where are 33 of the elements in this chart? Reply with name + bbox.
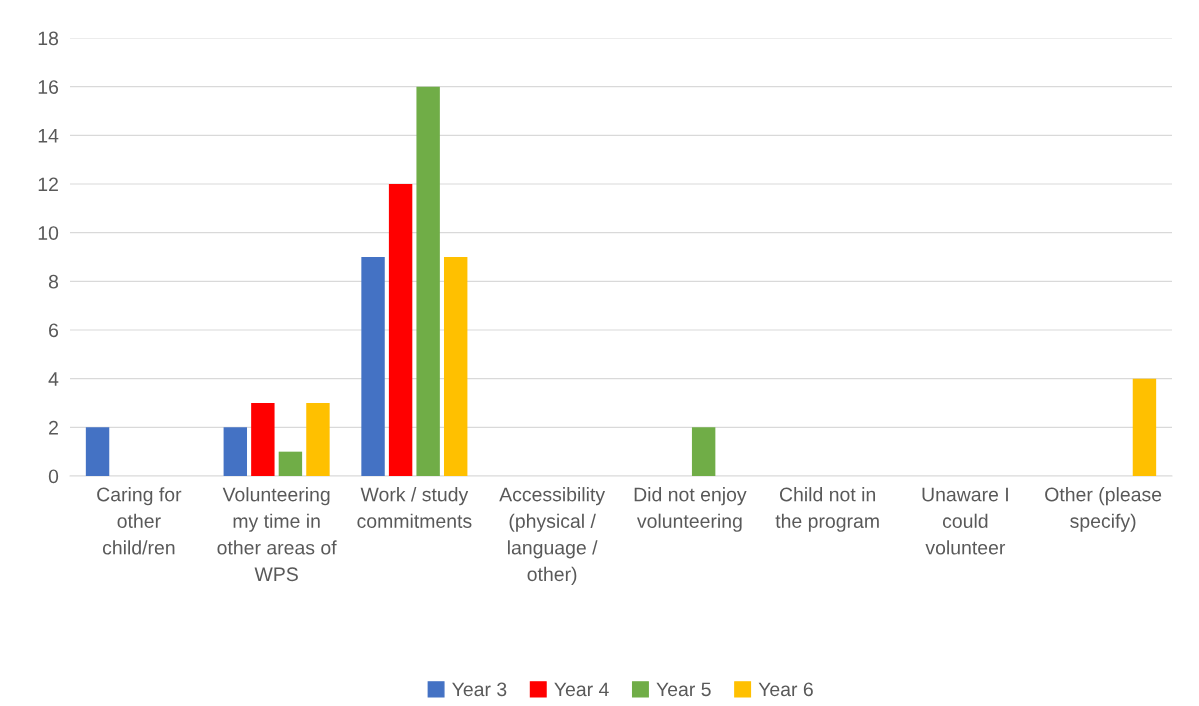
bar bbox=[361, 257, 385, 476]
y-tick-label: 4 bbox=[48, 372, 59, 386]
bar bbox=[251, 403, 275, 476]
bar bbox=[691, 427, 716, 476]
x-tick-label: Child not in the program bbox=[775, 487, 879, 532]
x-tick-label: Caring for other child/ren bbox=[97, 487, 182, 555]
y-tick-label: 12 bbox=[38, 177, 58, 192]
bar bbox=[278, 451, 303, 476]
y-tick-label: 14 bbox=[38, 129, 59, 143]
x-tick-label: Unaware I could volunteer bbox=[922, 487, 1008, 555]
y-tick-label: 6 bbox=[49, 323, 59, 338]
bar bbox=[388, 184, 413, 476]
x-tick-label: Volunteering my time in other areas of WPS bbox=[217, 487, 337, 582]
bar bbox=[443, 257, 468, 476]
bar bbox=[306, 403, 330, 476]
y-tick-label: 2 bbox=[49, 420, 58, 435]
bar bbox=[223, 427, 248, 476]
x-tick-label: Did not enjoy volunteering bbox=[634, 487, 747, 532]
y-tick-label: 8 bbox=[48, 274, 59, 289]
x-tick-label: Accessibility (physical / language / other) bbox=[499, 487, 606, 585]
bar bbox=[1132, 378, 1157, 476]
legend-label: Year 4 bbox=[554, 682, 609, 697]
legend-label: Year 3 bbox=[452, 682, 507, 697]
y-tick-label: 18 bbox=[38, 31, 59, 46]
y-tick-label: 10 bbox=[38, 226, 59, 240]
bar bbox=[85, 427, 110, 476]
y-tick-label: 0 bbox=[48, 469, 59, 484]
y-tick-label: 16 bbox=[38, 80, 59, 94]
legend-label: Year 5 bbox=[656, 682, 711, 697]
bar bbox=[416, 86, 440, 476]
x-tick-label: Work / study commitments bbox=[357, 487, 472, 528]
legend-label: Year 6 bbox=[758, 682, 813, 697]
x-tick-label: Other (please specify) bbox=[1045, 487, 1162, 532]
